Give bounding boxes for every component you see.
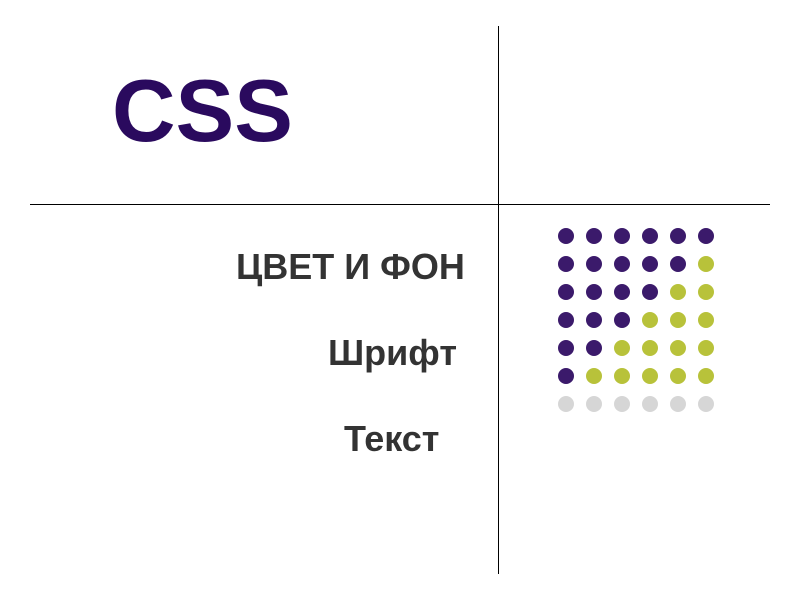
dot-icon [614,284,630,300]
dot-icon [614,256,630,272]
dot-row [558,228,714,244]
dot-icon [698,228,714,244]
dot-row [558,312,714,328]
dot-icon [698,368,714,384]
dot-icon [670,228,686,244]
dot-row [558,368,714,384]
dot-icon [558,284,574,300]
dot-icon [642,396,658,412]
subtitle-line-1: ЦВЕТ И ФОН [236,246,465,288]
dot-icon [698,396,714,412]
dot-icon [558,256,574,272]
dot-icon [642,256,658,272]
dot-icon [586,256,602,272]
vertical-divider [498,26,499,574]
dot-icon [586,312,602,328]
horizontal-divider [30,204,770,205]
dot-icon [558,396,574,412]
dot-icon [558,340,574,356]
decorative-dot-grid [558,228,714,412]
dot-icon [698,256,714,272]
dot-icon [558,312,574,328]
dot-icon [586,340,602,356]
subtitle-line-2: Шрифт [328,332,457,374]
dot-icon [670,396,686,412]
dot-row [558,396,714,412]
dot-icon [586,284,602,300]
dot-icon [670,312,686,328]
dot-icon [698,312,714,328]
dot-icon [642,340,658,356]
dot-icon [698,340,714,356]
dot-icon [586,368,602,384]
dot-row [558,284,714,300]
dot-icon [586,228,602,244]
dot-row [558,256,714,272]
dot-icon [614,312,630,328]
dot-icon [558,228,574,244]
dot-icon [670,284,686,300]
dot-icon [642,368,658,384]
dot-icon [642,228,658,244]
subtitle-line-3: Текст [344,418,439,460]
dot-icon [614,228,630,244]
dot-icon [670,368,686,384]
slide-title: CSS [112,60,293,162]
dot-row [558,340,714,356]
dot-icon [698,284,714,300]
slide: CSS ЦВЕТ И ФОН Шрифт Текст [0,0,800,600]
dot-icon [670,256,686,272]
dot-icon [614,340,630,356]
dot-icon [614,396,630,412]
dot-icon [642,284,658,300]
dot-icon [558,368,574,384]
dot-icon [642,312,658,328]
dot-icon [614,368,630,384]
dot-icon [586,396,602,412]
dot-icon [670,340,686,356]
